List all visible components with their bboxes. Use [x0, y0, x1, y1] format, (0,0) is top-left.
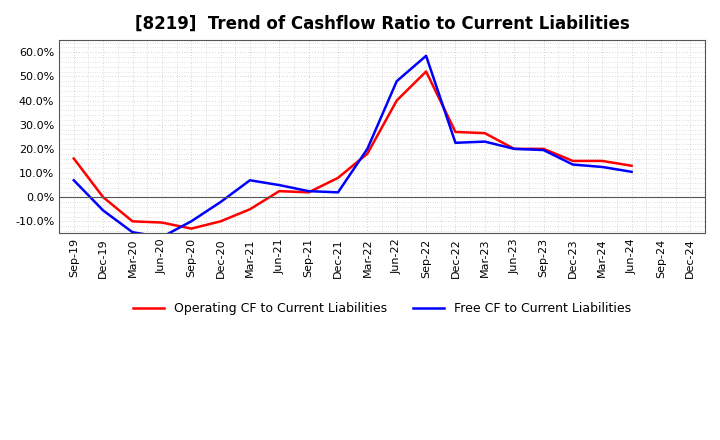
Line: Free CF to Current Liabilities: Free CF to Current Liabilities	[73, 56, 631, 237]
Operating CF to Current Liabilities	[99, 194, 107, 200]
Operating CF to Current Liabilities	[510, 146, 518, 151]
Operating CF to Current Liabilities	[422, 69, 431, 74]
Operating CF to Current Liabilities	[539, 146, 548, 151]
Operating CF to Current Liabilities	[451, 129, 460, 135]
Operating CF to Current Liabilities	[392, 98, 401, 103]
Operating CF to Current Liabilities	[216, 219, 225, 224]
Free CF to Current Liabilities	[363, 146, 372, 151]
Free CF to Current Liabilities	[510, 146, 518, 151]
Free CF to Current Liabilities	[305, 188, 313, 194]
Operating CF to Current Liabilities	[128, 219, 137, 224]
Operating CF to Current Liabilities	[158, 220, 166, 225]
Free CF to Current Liabilities	[598, 164, 606, 169]
Operating CF to Current Liabilities	[69, 156, 78, 161]
Operating CF to Current Liabilities	[598, 158, 606, 164]
Free CF to Current Liabilities	[99, 208, 107, 213]
Operating CF to Current Liabilities	[187, 226, 196, 231]
Operating CF to Current Liabilities	[363, 151, 372, 156]
Operating CF to Current Liabilities	[305, 190, 313, 195]
Free CF to Current Liabilities	[539, 147, 548, 153]
Free CF to Current Liabilities	[158, 235, 166, 240]
Free CF to Current Liabilities	[569, 162, 577, 167]
Operating CF to Current Liabilities	[246, 207, 254, 212]
Free CF to Current Liabilities	[216, 199, 225, 205]
Free CF to Current Liabilities	[422, 53, 431, 59]
Free CF to Current Liabilities	[187, 219, 196, 224]
Free CF to Current Liabilities	[480, 139, 489, 144]
Legend: Operating CF to Current Liabilities, Free CF to Current Liabilities: Operating CF to Current Liabilities, Fre…	[128, 297, 636, 320]
Title: [8219]  Trend of Cashflow Ratio to Current Liabilities: [8219] Trend of Cashflow Ratio to Curren…	[135, 15, 629, 33]
Free CF to Current Liabilities	[392, 79, 401, 84]
Free CF to Current Liabilities	[128, 230, 137, 235]
Operating CF to Current Liabilities	[480, 131, 489, 136]
Operating CF to Current Liabilities	[275, 188, 284, 194]
Free CF to Current Liabilities	[69, 178, 78, 183]
Free CF to Current Liabilities	[627, 169, 636, 174]
Operating CF to Current Liabilities	[569, 158, 577, 164]
Free CF to Current Liabilities	[333, 190, 342, 195]
Free CF to Current Liabilities	[275, 183, 284, 188]
Operating CF to Current Liabilities	[333, 175, 342, 180]
Free CF to Current Liabilities	[246, 178, 254, 183]
Free CF to Current Liabilities	[451, 140, 460, 146]
Operating CF to Current Liabilities	[627, 163, 636, 169]
Line: Operating CF to Current Liabilities: Operating CF to Current Liabilities	[73, 72, 631, 229]
